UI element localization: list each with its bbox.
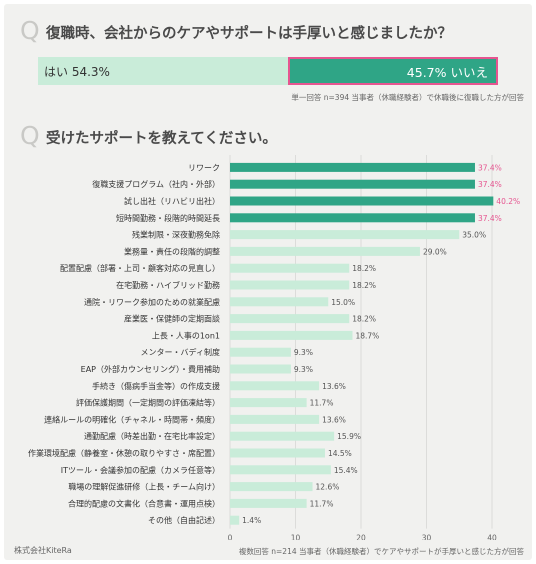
value-label: 40.2% <box>496 197 520 206</box>
bar <box>230 196 494 206</box>
q1-yes-label: はい 54.3% <box>44 64 110 79</box>
bar <box>230 330 353 340</box>
category-label: 評価保護期間（一定期間の評価凍結等） <box>76 398 220 408</box>
x-tick-label: 20 <box>356 534 366 540</box>
bar <box>230 213 475 223</box>
value-label: 35.0% <box>462 231 486 240</box>
q1-note: 単一回答 n=394 当事者（休職経験者）で休職後に復職した方が回答 <box>291 93 524 102</box>
value-label: 37.4% <box>478 163 502 172</box>
bar <box>230 347 291 357</box>
category-label: 産業医・保健師の定期面談 <box>124 314 220 324</box>
bar <box>230 179 475 189</box>
company-name: 株式会社KiteRa <box>14 546 72 555</box>
category-label: 手続き（傷病手当金等）の作成支援 <box>92 381 220 391</box>
bar <box>230 162 475 172</box>
q1-split-bar: はい 54.3% 45.7% いいえ <box>38 57 498 85</box>
q1-no-segment: 45.7% いいえ <box>287 57 498 85</box>
bar <box>230 263 350 273</box>
category-label: 試し出社（リハビリ出社） <box>124 196 220 206</box>
q1-yes-segment: はい 54.3% <box>38 57 288 85</box>
bar <box>230 297 329 307</box>
bar <box>230 280 350 290</box>
category-label: 業務量・責任の段階的調整 <box>124 246 220 256</box>
bar <box>230 515 240 525</box>
category-label: 通院・リワーク参加のための就業配慮 <box>84 297 220 307</box>
value-label: 18.2% <box>352 315 376 324</box>
category-label: 合理的配慮の文書化（合意書・運用点検） <box>68 498 220 508</box>
bar <box>230 364 291 374</box>
category-label: 在宅勤務・ハイブリッド勤務 <box>116 280 220 290</box>
category-label: 通勤配慮（時差出勤・在宅比率設定） <box>84 431 220 441</box>
category-label: EAP（外部カウンセリング）・費用補助 <box>81 364 220 374</box>
value-label: 18.7% <box>355 331 379 340</box>
bar <box>230 381 320 391</box>
value-label: 13.6% <box>322 415 346 424</box>
x-tick-label: 30 <box>422 534 432 540</box>
support-bar-chart: 0 10 20 30 40 リワーク 37.4% 復職支援プログラム（社内・外部） 37.4% 試… <box>28 155 520 540</box>
bar <box>230 414 320 424</box>
bar <box>230 314 350 324</box>
category-label: メンター・バディ制度 <box>141 347 220 357</box>
x-tick-label: 0 <box>228 534 233 540</box>
x-tick-label: 40 <box>487 534 497 540</box>
value-label: 14.5% <box>328 449 352 458</box>
x-tick-label: 10 <box>291 534 301 540</box>
bar <box>230 448 325 458</box>
category-label: 職場の理解促進研修（上長・チーム向け） <box>68 482 220 492</box>
value-label: 18.2% <box>352 281 376 290</box>
bar <box>230 398 307 408</box>
value-label: 15.0% <box>331 298 355 307</box>
category-label: 配置配慮（部署・上司・顧客対応の見直し） <box>60 263 220 273</box>
bar <box>230 465 331 475</box>
value-label: 37.4% <box>478 214 502 223</box>
value-label: 11.7% <box>310 399 334 408</box>
category-label: リワーク <box>188 163 220 172</box>
bar <box>230 431 335 441</box>
category-label: 短時間勤務・段階的時間延長 <box>116 213 220 223</box>
value-label: 12.6% <box>316 483 340 492</box>
bar <box>230 246 420 256</box>
q1-no-label: 45.7% いいえ <box>406 64 488 80</box>
category-label: 連絡ルールの明確化（チャネル・時間帯・頻度） <box>44 414 220 424</box>
category-label: 上長・人事の1on1 <box>152 330 220 340</box>
q1-mark: Q <box>20 16 40 45</box>
q2-title: 受けたサポートを教えてください。 <box>46 131 277 147</box>
value-label: 13.6% <box>322 382 346 391</box>
value-label: 15.9% <box>337 432 361 441</box>
bar <box>230 498 307 508</box>
q1-title: 復職時、会社からのケアやサポートは手厚いと感じましたか？ <box>46 26 452 42</box>
value-label: 37.4% <box>478 180 502 189</box>
value-label: 15.4% <box>334 466 358 475</box>
value-label: 29.0% <box>423 247 447 256</box>
category-label: 残業制限・深夜勤務免除 <box>132 230 220 240</box>
category-label: 作業環境配慮（静養室・休憩の取りやすさ・席配置） <box>28 448 220 458</box>
q2-mark: Q <box>20 121 40 150</box>
category-label: 復職支援プログラム（社内・外部） <box>92 179 220 189</box>
value-label: 18.2% <box>352 264 376 273</box>
value-label: 9.3% <box>294 348 313 357</box>
category-label: その他（自由記述） <box>148 515 220 525</box>
bar <box>230 482 313 492</box>
q2-note: 複数回答 n=214 当事者（休職経験者）でケアやサポートが手厚いと感じた方が回… <box>238 547 524 556</box>
value-label: 1.4% <box>242 516 261 525</box>
value-label: 11.7% <box>310 499 334 508</box>
category-label: ITツール・会議参加の配慮（カメラ任意等） <box>61 465 220 475</box>
value-label: 9.3% <box>294 365 313 374</box>
bar <box>230 230 460 240</box>
